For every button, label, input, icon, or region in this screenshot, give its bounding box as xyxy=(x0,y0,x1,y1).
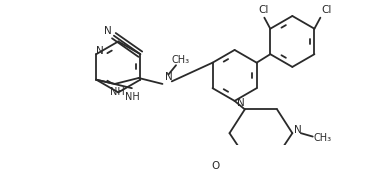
Text: O: O xyxy=(212,161,220,170)
Text: N: N xyxy=(237,98,244,108)
Text: CH₃: CH₃ xyxy=(171,55,190,65)
Text: N: N xyxy=(294,125,301,135)
Text: Cl: Cl xyxy=(258,5,269,15)
Text: N: N xyxy=(104,26,112,36)
Text: NH: NH xyxy=(125,92,139,102)
Text: CH₃: CH₃ xyxy=(314,133,332,143)
Text: N: N xyxy=(96,46,103,56)
Text: N: N xyxy=(165,72,173,82)
Text: NH: NH xyxy=(110,87,125,97)
Text: Cl: Cl xyxy=(321,5,332,15)
